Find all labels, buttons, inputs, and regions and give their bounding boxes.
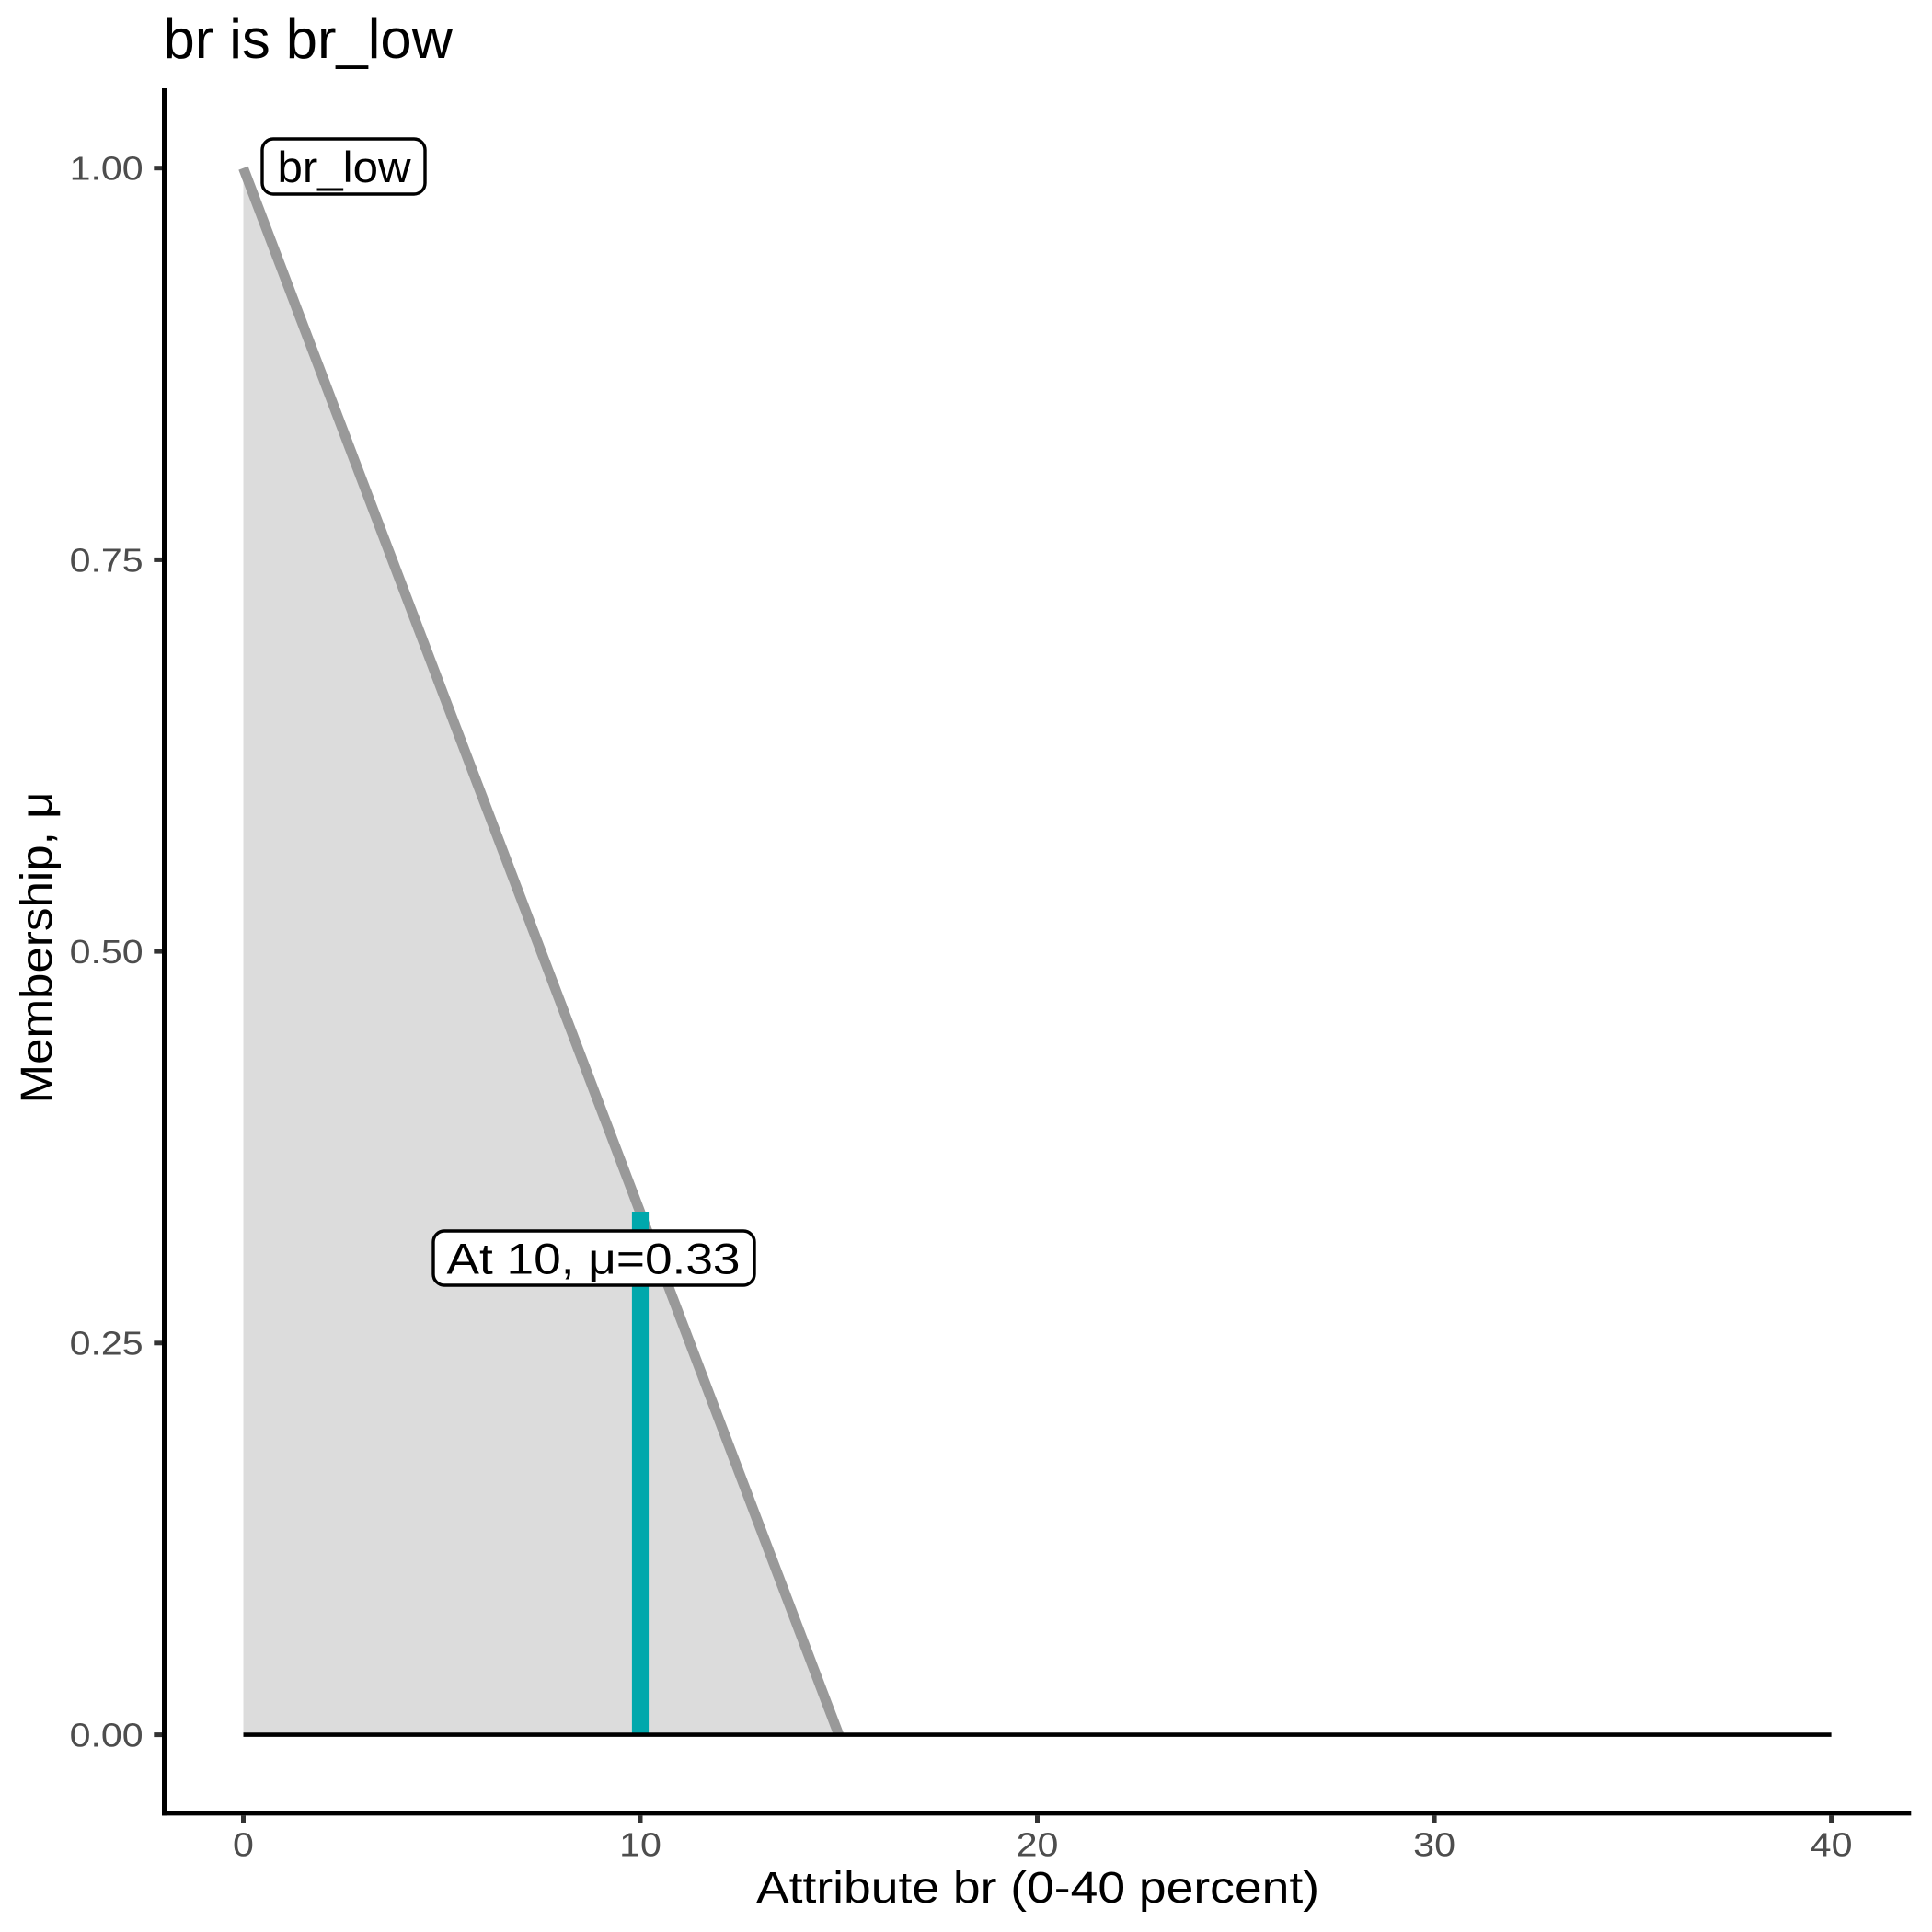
svg-text:br_low: br_low <box>278 143 412 191</box>
svg-text:0.50: 0.50 <box>70 933 144 971</box>
svg-text:1.00: 1.00 <box>70 150 144 188</box>
svg-text:10: 10 <box>619 1825 661 1863</box>
svg-text:40: 40 <box>1811 1825 1853 1863</box>
svg-text:0.75: 0.75 <box>70 541 144 579</box>
svg-text:Attribute br (0-40 percent): Attribute br (0-40 percent) <box>756 1864 1319 1913</box>
svg-text:30: 30 <box>1413 1825 1455 1863</box>
svg-text:0.25: 0.25 <box>70 1325 144 1363</box>
svg-text:br is br_low: br is br_low <box>164 8 454 70</box>
svg-text:Membership, μ: Membership, μ <box>13 792 62 1104</box>
svg-text:20: 20 <box>1017 1825 1059 1863</box>
svg-text:0: 0 <box>233 1825 254 1863</box>
svg-text:At 10, μ=0.33: At 10, μ=0.33 <box>447 1234 741 1282</box>
svg-text:0.00: 0.00 <box>70 1717 144 1754</box>
